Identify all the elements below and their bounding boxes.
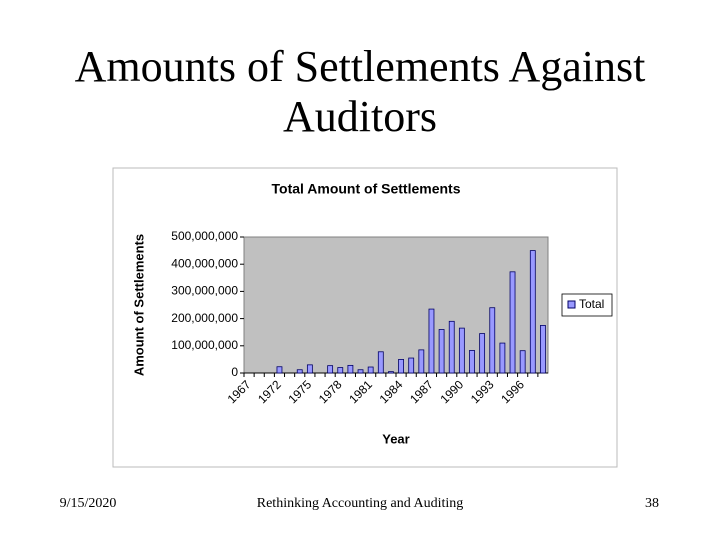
- legend-box: [561, 293, 613, 317]
- bar: [438, 329, 445, 374]
- bar: [499, 342, 506, 374]
- bar: [448, 320, 455, 374]
- bar: [540, 324, 546, 374]
- bar: [428, 308, 435, 374]
- y-tick-label: 200,000,000: [171, 311, 238, 325]
- y-tick-label: 0: [231, 365, 238, 379]
- bar: [296, 369, 303, 374]
- y-axis-label: Amount of Settlements: [131, 234, 146, 376]
- bar: [398, 358, 404, 374]
- bar: [479, 333, 486, 374]
- chart-title: Total Amount of Settlements: [272, 181, 461, 197]
- footer-page: 38: [645, 496, 659, 511]
- bar: [529, 250, 536, 374]
- bar: [306, 364, 313, 374]
- y-tick-label: 100,000,000: [171, 338, 238, 352]
- bar: [337, 367, 344, 374]
- bar: [276, 366, 283, 374]
- bar: [388, 371, 394, 374]
- bar: [357, 369, 364, 374]
- bar: [418, 349, 425, 374]
- legend-swatch: [567, 300, 576, 309]
- bar: [458, 327, 465, 374]
- bar: [489, 307, 496, 374]
- bar: [327, 365, 334, 374]
- footer-center: Rethinking Accounting and Auditing: [257, 496, 464, 511]
- bar: [377, 351, 384, 374]
- bar: [408, 357, 415, 374]
- bar: [469, 350, 475, 374]
- bar: [519, 350, 526, 374]
- x-axis-label: Year: [382, 431, 409, 446]
- bar: [347, 364, 354, 374]
- plot-area: [243, 236, 549, 374]
- y-tick-label: 400,000,000: [171, 256, 238, 270]
- bar: [367, 366, 374, 374]
- bar: [509, 271, 516, 374]
- slide-title: Amounts of Settlements Against Auditors: [74, 42, 646, 141]
- footer-date: 9/15/2020: [60, 496, 117, 511]
- y-tick-label: 300,000,000: [171, 284, 238, 298]
- y-tick-label: 500,000,000: [171, 229, 238, 243]
- legend-label: Total: [579, 297, 604, 311]
